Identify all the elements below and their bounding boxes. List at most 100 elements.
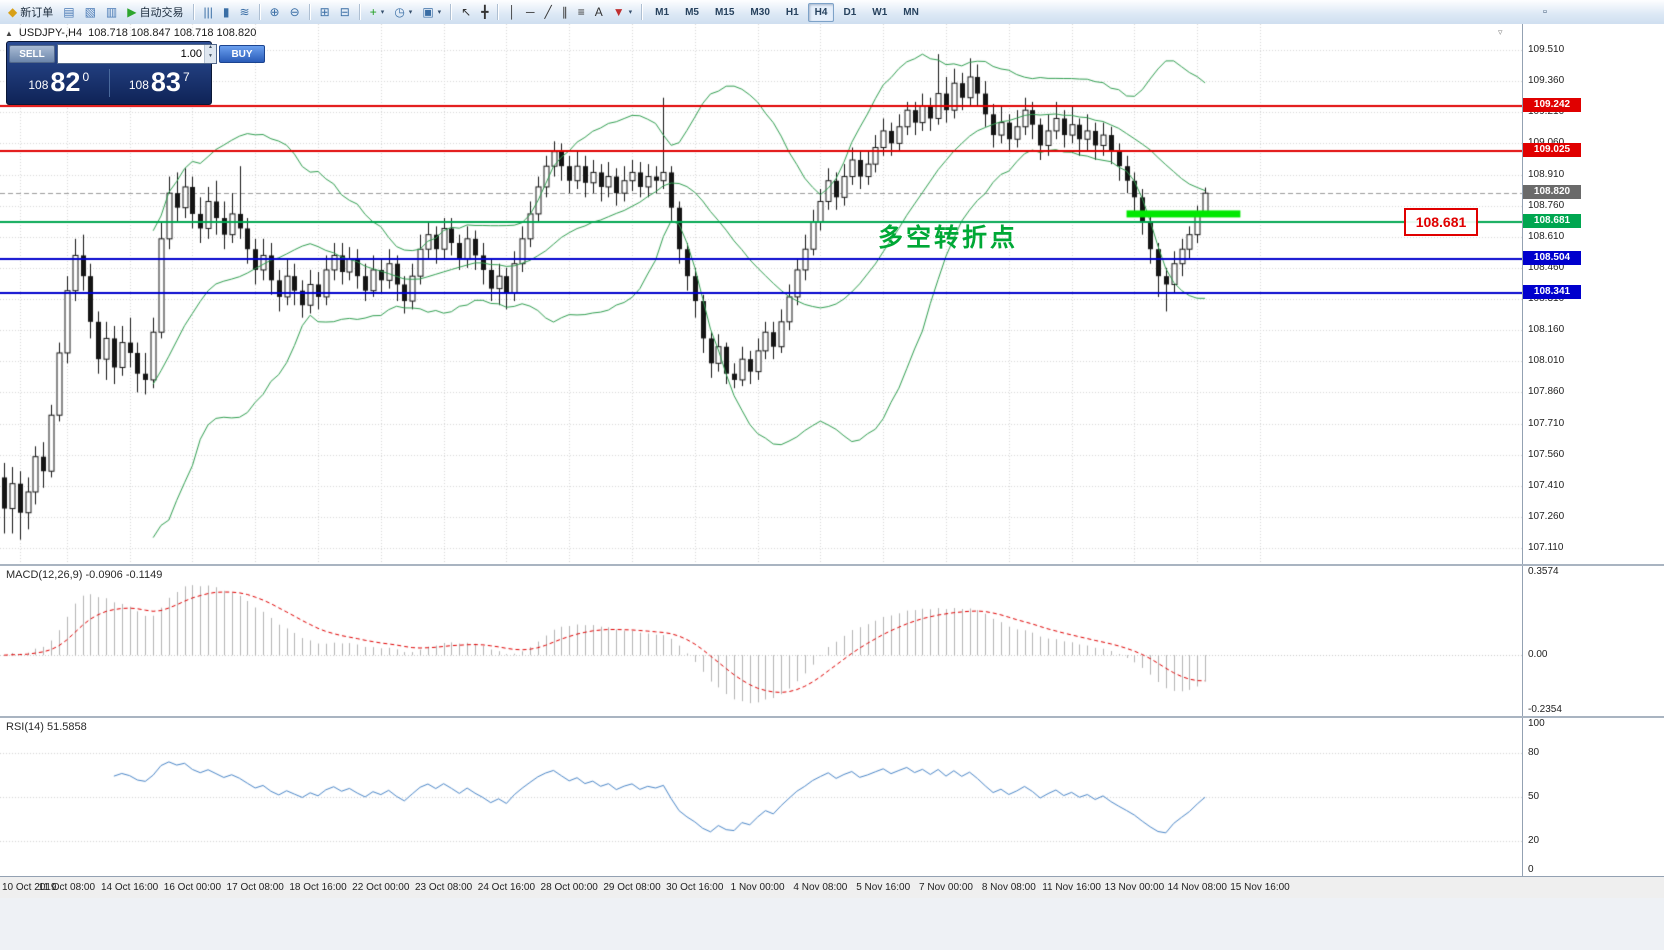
- timeframe-h1-button[interactable]: H1: [779, 3, 806, 22]
- sell-button[interactable]: SELL: [9, 45, 55, 63]
- chart-ohlc: 108.718 108.847 108.718 108.820: [88, 27, 257, 39]
- trendline-icon: ╱: [544, 5, 552, 19]
- price-tick-label: 109.510: [1528, 44, 1565, 55]
- buy-price[interactable]: 108 83 7: [110, 66, 210, 98]
- toolbar-separator: [258, 4, 261, 20]
- new-order-button[interactable]: ◆ 新订单: [3, 2, 58, 23]
- macd-tick-label: 0.3574: [1528, 566, 1559, 577]
- volume-box: ▲ ▼: [57, 44, 217, 64]
- toolbar-separator: [641, 4, 644, 20]
- panel-toggle-icon: ▫: [1543, 6, 1547, 18]
- timeframe-d1-button[interactable]: D1: [836, 3, 863, 22]
- price-tick-label: 109.210: [1528, 106, 1565, 118]
- volume-up-button[interactable]: ▲: [208, 44, 213, 50]
- buy-price-big-figure: 108: [128, 78, 149, 93]
- timeframe-m15-button[interactable]: M15: [708, 3, 741, 22]
- price-tick-label: 107.860: [1528, 386, 1565, 398]
- dropdown-caret-icon: ▾: [380, 9, 385, 16]
- periods-button[interactable]: ◷ ▾: [389, 2, 417, 23]
- price-chart-pane: ▲ USDJPY-,H4 108.718 108.847 108.718 108…: [0, 24, 1522, 564]
- terminal-button[interactable]: ▥: [101, 2, 122, 23]
- price-scale[interactable]: 109.510109.360109.210109.060108.910108.7…: [1522, 24, 1664, 564]
- macd-canvas[interactable]: [0, 566, 1522, 716]
- rsi-name: RSI(14): [6, 721, 44, 733]
- pane-divider[interactable]: [0, 564, 1664, 566]
- fibonacci-button[interactable]: ≡: [573, 2, 590, 23]
- time-label: 1 Nov 00:00: [730, 882, 785, 893]
- templates-button[interactable]: ▣ ▾: [417, 2, 446, 23]
- crosshair-button[interactable]: ╋: [476, 2, 493, 23]
- price-tick-label: 107.560: [1528, 448, 1565, 460]
- trade-panel-divider: [108, 68, 110, 98]
- bar-chart-button[interactable]: |||: [199, 2, 218, 23]
- autotrading-button[interactable]: ▶ 自动交易: [122, 2, 188, 23]
- panel-toggle-button[interactable]: ▫: [1535, 2, 1555, 22]
- rsi-pane: RSI(14) 51.5858: [0, 718, 1522, 876]
- vertical-line-icon: │: [508, 5, 516, 19]
- vertical-line-button[interactable]: │: [503, 2, 521, 23]
- time-label: 24 Oct 16:00: [477, 882, 536, 893]
- templates-icon: ▣: [422, 5, 434, 19]
- rsi-scale[interactable]: 100 80 50 20 0: [1522, 718, 1664, 876]
- dropdown-caret-icon: ▾: [437, 9, 442, 16]
- timeframe-mn-button[interactable]: MN: [896, 3, 926, 22]
- time-label: 7 Nov 00:00: [919, 882, 973, 893]
- terminal-icon: ▥: [105, 5, 118, 19]
- buy-price-pips: 83: [150, 66, 181, 97]
- toolbar: ◆ 新订单 ▤ ▧ ▥ ▶ 自动交易 ||| ▮ ≋ ⊕ ⊖ ⊞ ⊟ + ▾ ◷ ▾ ▣ ▾ ↖ ╋ │ ─ ╱ ∥ ≡ A ▼ ▾ M1…: [0, 0, 1664, 25]
- line-chart-button[interactable]: ≋: [234, 2, 254, 23]
- cursor-button[interactable]: ↖: [456, 2, 476, 23]
- chart-annotation: 多空转折点: [878, 224, 1019, 252]
- tile-windows-button[interactable]: ⊞: [315, 2, 335, 23]
- macd-scale[interactable]: 0.3574 0.00 -0.2354: [1522, 566, 1664, 716]
- navigator-icon: ▧: [84, 5, 96, 19]
- pane-divider[interactable]: [0, 716, 1664, 718]
- price-tick-label: 108.610: [1528, 230, 1565, 242]
- time-label: 4 Nov 08:00: [793, 882, 848, 893]
- dropdown-caret-icon: ▾: [408, 9, 413, 16]
- time-label: 11 Nov 16:00: [1042, 882, 1101, 893]
- indicators-button[interactable]: + ▾: [365, 2, 390, 23]
- zoom-in-button[interactable]: ⊕: [265, 2, 285, 23]
- volume-input[interactable]: [58, 45, 204, 63]
- horizontal-line-button[interactable]: ─: [521, 2, 540, 23]
- arrows-icon: ▼: [612, 5, 625, 19]
- sell-price[interactable]: 108 82 0: [9, 68, 109, 98]
- price-tick-label: 108.460: [1528, 261, 1565, 273]
- sell-price-point: 0: [82, 69, 90, 84]
- rsi-canvas[interactable]: [0, 718, 1522, 876]
- rsi-tick-label: 50: [1528, 791, 1540, 802]
- time-axis[interactable]: 10 Oct 2019 11 Oct 08:00 14 Oct 16:00 16 Oc…: [0, 876, 1664, 899]
- time-label: 30 Oct 16:00: [666, 882, 724, 893]
- timeframe-w1-button[interactable]: W1: [865, 3, 894, 22]
- navigator-button[interactable]: ▧: [80, 2, 101, 23]
- channel-button[interactable]: ∥: [557, 2, 573, 23]
- time-label: 10 Oct 2019: [2, 882, 57, 893]
- zoom-out-button[interactable]: ⊖: [285, 2, 305, 23]
- timeframe-m5-button[interactable]: M5: [678, 3, 706, 22]
- time-label: 22 Oct 00:00: [352, 882, 410, 893]
- timeframe-m1-button[interactable]: M1: [648, 3, 676, 22]
- toolbar-separator: [497, 4, 500, 20]
- text-icon: A: [594, 5, 603, 19]
- cascade-windows-button[interactable]: ⊟: [335, 2, 355, 23]
- price-tick-label: 108.010: [1528, 355, 1565, 367]
- text-button[interactable]: A: [590, 2, 608, 23]
- time-label: 8 Nov 08:00: [981, 882, 1036, 893]
- timeframe-m30-button[interactable]: M30: [743, 3, 776, 22]
- buy-button[interactable]: BUY: [219, 45, 265, 63]
- arrows-button[interactable]: ▼ ▾: [608, 2, 637, 23]
- candlestick-chart-button[interactable]: ▮: [218, 2, 235, 23]
- volume-down-button[interactable]: ▼: [208, 53, 213, 59]
- trendline-button[interactable]: ╱: [539, 2, 556, 23]
- market-watch-button[interactable]: ▤: [58, 2, 79, 23]
- timeframe-h4-button[interactable]: H4: [807, 2, 835, 22]
- chart-shift-marker[interactable]: ▿: [1498, 27, 1503, 37]
- time-label: 13 Nov 00:00: [1104, 882, 1165, 893]
- new-order-icon: ◆: [8, 5, 18, 19]
- timeframe-toolbar: M1 M5 M15 M30 H1 H4 D1 W1 MN: [647, 2, 927, 22]
- price-tag: 108.504: [1523, 250, 1581, 265]
- one-click-toggle-icon[interactable]: ▲: [5, 28, 13, 38]
- price-chart-canvas[interactable]: [0, 24, 1522, 564]
